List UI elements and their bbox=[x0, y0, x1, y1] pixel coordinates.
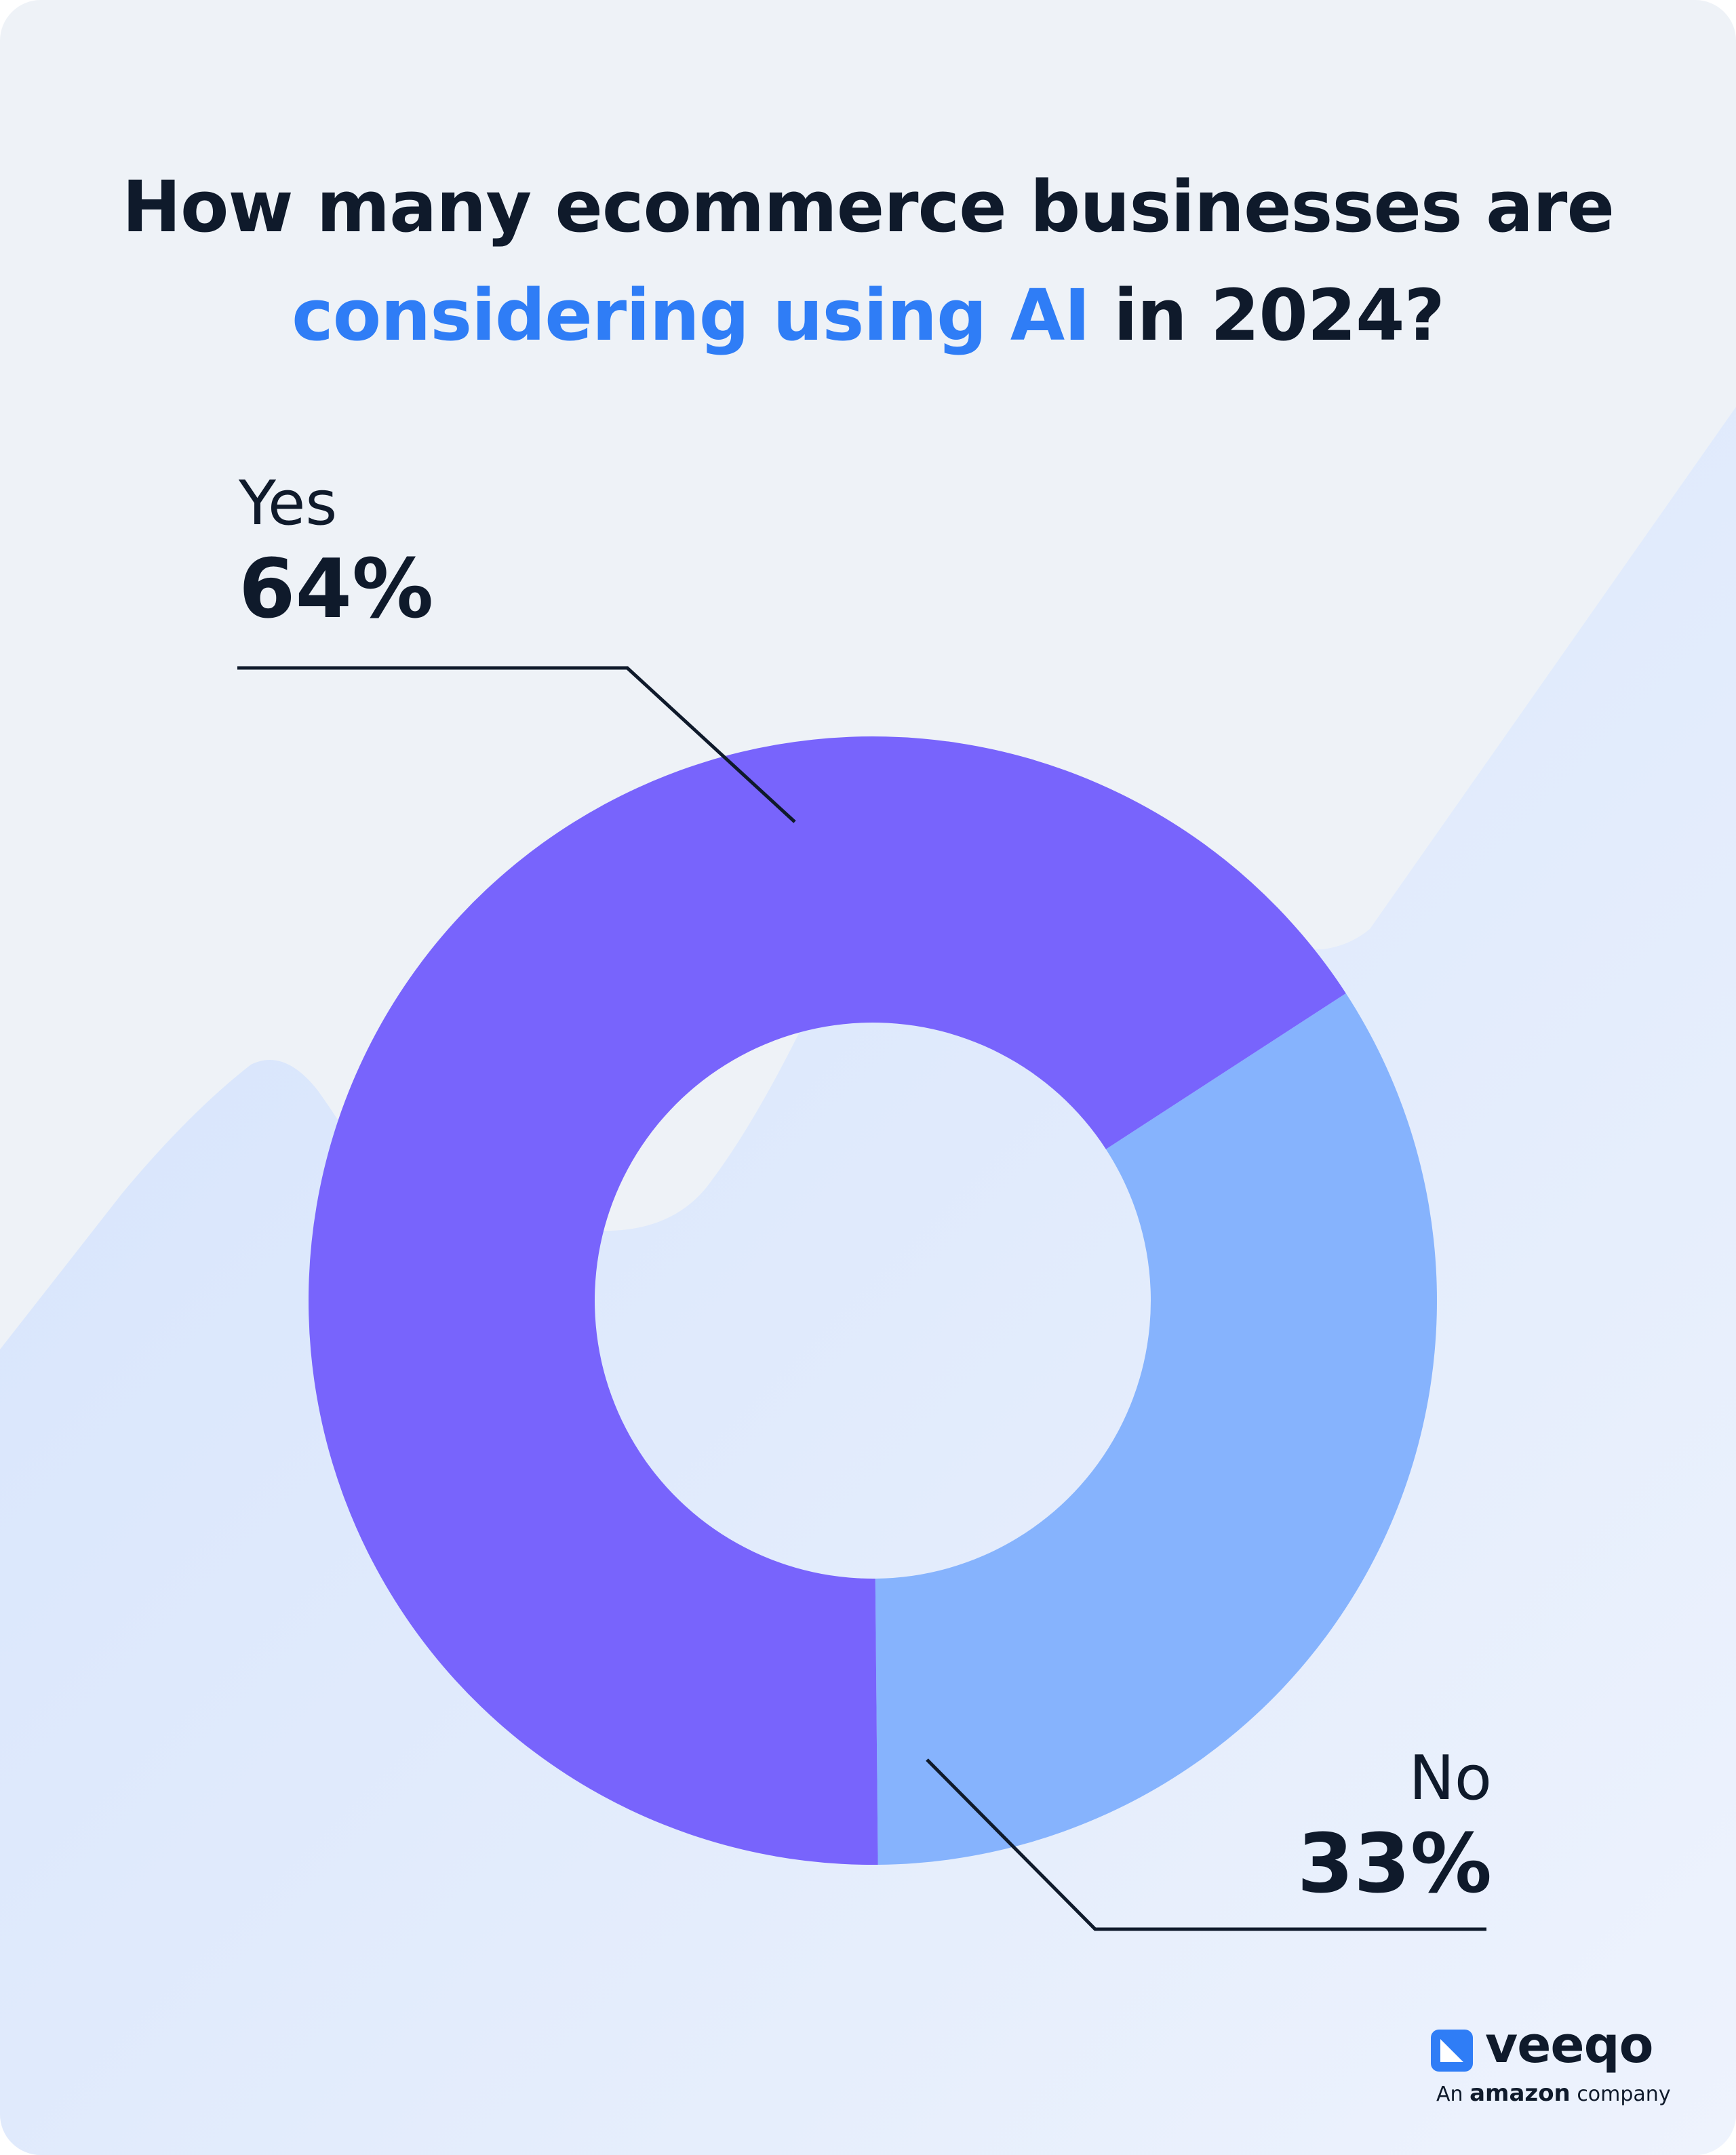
donut-slice-yes bbox=[309, 736, 1346, 1865]
leader-line-no bbox=[926, 1758, 1486, 1931]
page-title: How many ecommerce businesses are consid… bbox=[0, 153, 1736, 370]
donut-slice-no bbox=[875, 993, 1438, 1865]
brand-logo: veeqo An amazon company bbox=[1431, 2016, 1675, 2107]
brand-name: veeqo bbox=[1485, 2016, 1653, 2074]
amazon-wordmark: amazon bbox=[1469, 2080, 1571, 2107]
veeqo-logo-icon bbox=[1431, 2030, 1473, 2072]
title-suffix: in 2024? bbox=[1113, 274, 1445, 357]
title-highlight: considering using AI bbox=[292, 274, 1090, 357]
no-label: No bbox=[1408, 1743, 1492, 1814]
title-line-1: How many ecommerce businesses are bbox=[121, 165, 1615, 248]
no-value-label: 33% bbox=[1297, 1817, 1492, 1912]
yes-label: Yes bbox=[239, 468, 338, 539]
yes-value-label: 64% bbox=[239, 542, 434, 637]
background-mountain-shape bbox=[0, 407, 1736, 2155]
brand-tagline-prefix: An bbox=[1436, 2082, 1463, 2106]
brand-tagline-suffix: company bbox=[1577, 2082, 1671, 2106]
leader-line-yes bbox=[237, 666, 796, 823]
brand-tagline: An amazon company bbox=[1436, 2080, 1671, 2107]
